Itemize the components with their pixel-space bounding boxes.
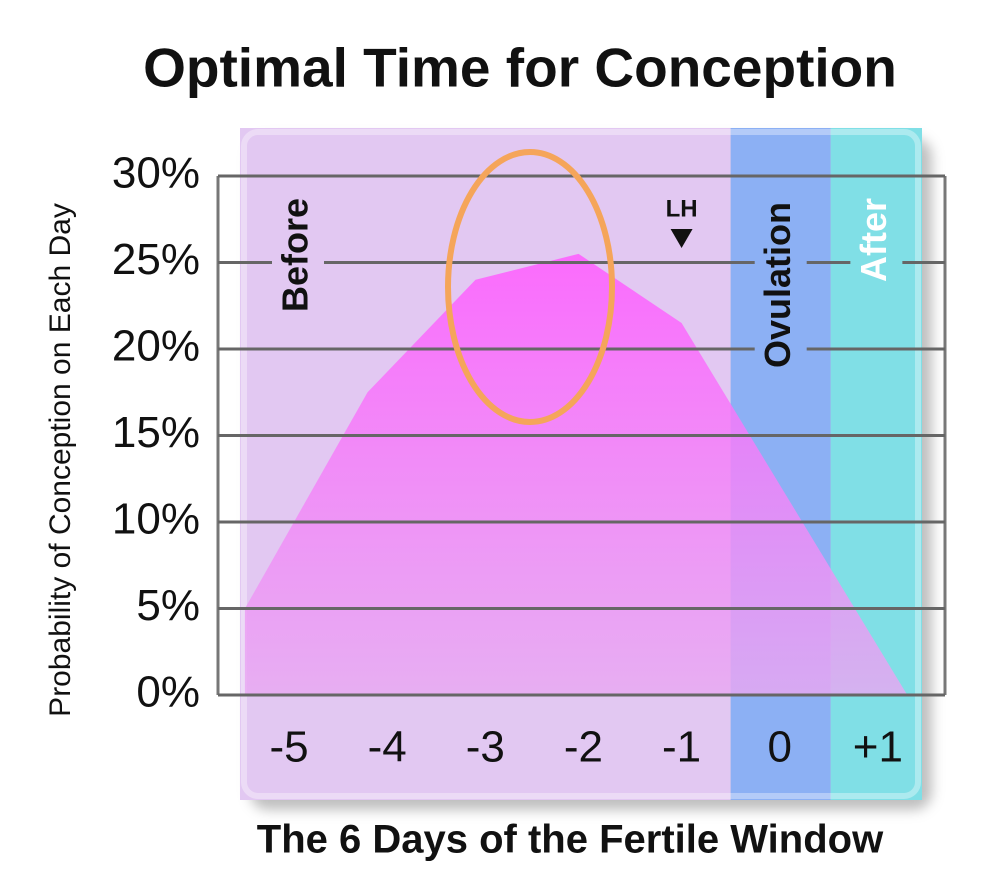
- y-tick-label: 0%: [136, 668, 200, 717]
- area: [244, 253, 908, 695]
- x-tick-label: +1: [853, 723, 903, 772]
- annotation: LH: [666, 195, 698, 222]
- chart-title: Optimal Time for Conception: [143, 37, 897, 99]
- y-tick-label: 25%: [112, 235, 200, 284]
- region-label: Before: [275, 198, 316, 312]
- panel-border: [241, 129, 921, 799]
- x-tick-label: -2: [564, 723, 603, 772]
- y-tick-label: 30%: [112, 149, 200, 198]
- x-axis-label: The 6 Days of the Fertile Window: [257, 818, 884, 862]
- highlight-ellipse: [445, 149, 615, 425]
- label-backdrop: [850, 185, 903, 295]
- region-label: Ovulation: [757, 202, 798, 368]
- x-tick-label: -3: [466, 723, 505, 772]
- y-tick-label: 10%: [112, 495, 200, 544]
- label-backdrop: [754, 189, 807, 381]
- region-label: After: [853, 198, 894, 282]
- y-axis-label: Probability of Conception on Each Day: [44, 203, 77, 717]
- x-tick-label: -5: [270, 723, 309, 772]
- x-tick-label: 0: [767, 723, 791, 772]
- annotation-marker: [670, 229, 693, 248]
- x-tick-label: -1: [662, 723, 701, 772]
- y-tick-label: 15%: [112, 408, 200, 457]
- y-tick-label: 5%: [136, 581, 200, 630]
- y-tick-label: 20%: [112, 322, 200, 371]
- x-tick-label: -4: [368, 723, 407, 772]
- label-backdrop: [272, 185, 324, 325]
